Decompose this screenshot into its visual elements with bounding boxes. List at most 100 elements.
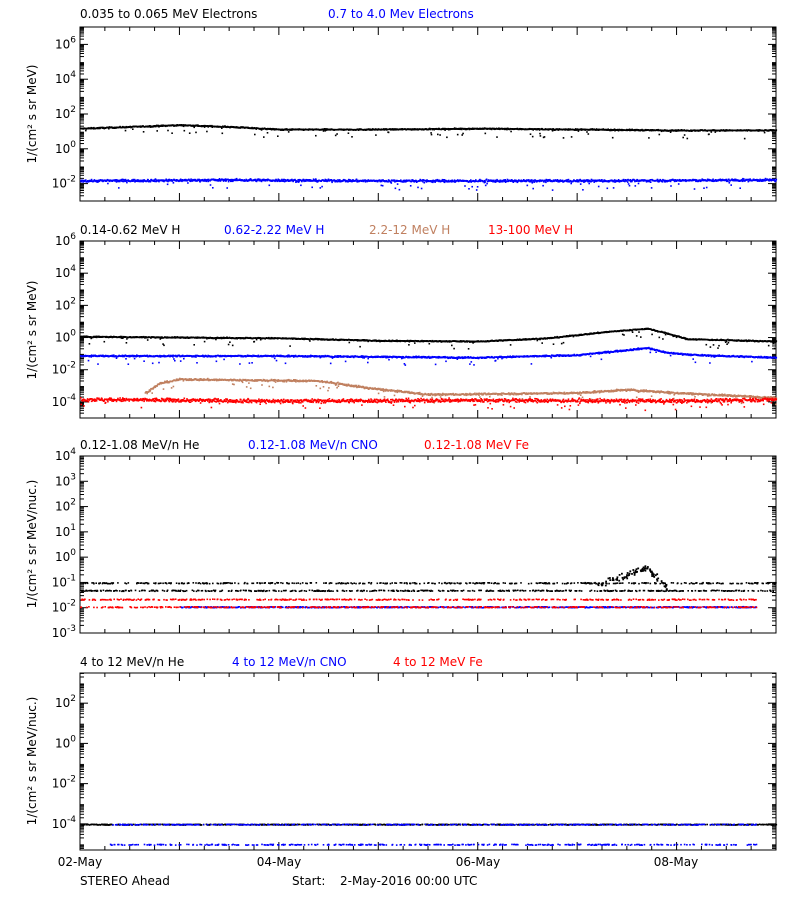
data-point [405, 180, 407, 182]
data-point [595, 129, 597, 131]
data-point [245, 179, 248, 181]
data-point [289, 345, 291, 347]
data-point [95, 179, 98, 182]
data-point [108, 180, 111, 183]
data-point [172, 179, 174, 181]
data-point [617, 179, 620, 181]
data-point [487, 180, 489, 182]
data-point [294, 179, 297, 182]
data-point [562, 137, 565, 139]
data-point [773, 178, 776, 181]
data-point [356, 181, 359, 183]
data-point [379, 180, 382, 183]
data-point [562, 341, 565, 344]
data-point [526, 184, 529, 187]
data-point [712, 178, 714, 181]
data-point [565, 180, 568, 183]
data-point [108, 127, 110, 130]
data-point [224, 178, 227, 180]
data-point [347, 132, 350, 134]
data-point [92, 128, 95, 130]
data-point [283, 180, 286, 183]
data-point [775, 178, 778, 181]
data-point [434, 181, 436, 183]
data-point [205, 180, 208, 183]
data-point [96, 181, 98, 183]
data-point [561, 179, 564, 182]
data-point [483, 180, 485, 183]
data-point [631, 331, 634, 333]
data-point [597, 185, 600, 188]
data-point [512, 181, 515, 183]
data-point [207, 125, 209, 127]
data-point [486, 182, 488, 185]
data-point [175, 125, 178, 127]
data-point [124, 126, 126, 128]
data-point [572, 180, 575, 182]
data-point [221, 127, 223, 129]
data-point [120, 179, 122, 182]
data-point [273, 128, 275, 130]
data-point [324, 179, 326, 182]
data-point [601, 179, 603, 181]
data-point [580, 129, 583, 131]
data-point [89, 127, 92, 130]
data-point [351, 180, 353, 183]
data-point [127, 179, 130, 181]
data-point [327, 178, 330, 181]
data-point [498, 127, 500, 129]
data-point [530, 180, 533, 182]
data-point [743, 129, 746, 131]
data-point [322, 130, 325, 132]
data-point [219, 180, 222, 182]
data-point [258, 179, 261, 182]
data-point [456, 128, 459, 130]
data-point [264, 180, 267, 182]
data-point [225, 179, 228, 182]
data-point [209, 184, 212, 186]
data-point [93, 126, 95, 129]
data-point [591, 128, 594, 130]
data-point [205, 179, 207, 181]
data-point [348, 341, 351, 344]
data-point [539, 135, 542, 137]
data-point [140, 180, 142, 183]
data-point [763, 130, 765, 132]
data-point [196, 125, 199, 127]
data-point [757, 129, 760, 131]
data-point [520, 180, 522, 183]
data-point [260, 129, 263, 131]
data-point [484, 184, 487, 187]
data-point [500, 180, 503, 183]
data-point [409, 185, 412, 187]
data-point [585, 128, 588, 131]
data-point [560, 342, 563, 345]
data-point [441, 178, 444, 181]
data-point [253, 127, 256, 129]
data-point [206, 130, 208, 133]
data-point [447, 179, 450, 182]
data-point [171, 132, 173, 134]
data-point [551, 130, 554, 132]
data-point [114, 180, 116, 182]
data-point [453, 180, 455, 183]
data-point [546, 180, 549, 183]
data-point [552, 180, 554, 182]
data-point [132, 180, 135, 182]
data-point [426, 179, 428, 181]
data-point [254, 178, 257, 181]
data-point [557, 180, 560, 182]
data-point [181, 180, 183, 183]
data-point [626, 181, 629, 183]
data-point [549, 178, 551, 181]
data-point [120, 178, 123, 181]
data-point [226, 178, 228, 181]
data-point [669, 129, 671, 132]
data-point [451, 344, 453, 347]
data-point [308, 179, 311, 181]
data-point [415, 179, 417, 182]
panel-1-legend-0: 0.035 to 0.065 MeV Electrons [80, 7, 257, 21]
data-point [380, 179, 382, 182]
data-point [428, 127, 431, 130]
